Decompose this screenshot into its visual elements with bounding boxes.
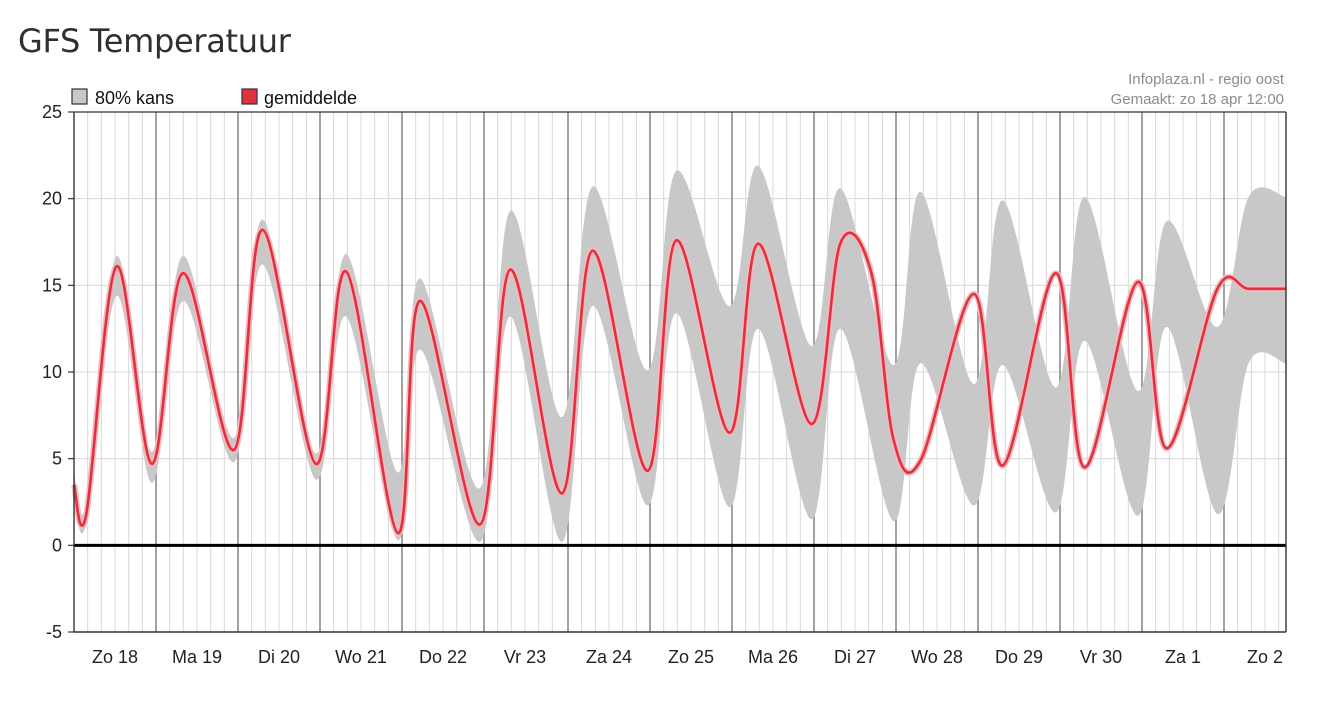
- x-tick-labels: Zo 18 Ma 19 Di 20 Wo 21 Do 22 Vr 23 Za 24 Zo 25…: [92, 647, 1283, 667]
- y-tick-label: 20: [42, 189, 62, 209]
- legend-mean-label: gemiddelde: [264, 88, 357, 108]
- legend-band-label: 80% kans: [95, 88, 174, 108]
- credit: Infoplaza.nl - regio oost Gemaakt: zo 18…: [1111, 71, 1285, 108]
- x-tick-label: Di 27: [834, 647, 876, 667]
- x-tick-label: Di 20: [258, 647, 300, 667]
- x-tick-label: Za 1: [1165, 647, 1201, 667]
- x-tick-label: Vr 30: [1080, 647, 1122, 667]
- legend-mean-swatch: [241, 88, 258, 105]
- y-tick-labels: -5 0 5 10 15 20 25: [42, 102, 62, 642]
- y-tick-label: -5: [46, 622, 62, 642]
- x-tick-label: Za 24: [586, 647, 632, 667]
- credit-made: Gemaakt: zo 18 apr 12:00: [1111, 91, 1284, 108]
- x-tick-label: Wo 28: [911, 647, 963, 667]
- x-tick-label: Wo 21: [335, 647, 387, 667]
- page-title: GFS Temperatuur: [18, 22, 291, 60]
- legend-band-swatch: [71, 88, 88, 105]
- y-tick-label: 5: [52, 449, 62, 469]
- x-tick-label: Zo 18: [92, 647, 138, 667]
- x-tick-label: Ma 19: [172, 647, 222, 667]
- y-tick-label: 25: [42, 102, 62, 122]
- mean-line: [72, 228, 1286, 535]
- x-tick-label: Do 29: [995, 647, 1043, 667]
- axes: [68, 111, 1287, 633]
- y-tick-label: 15: [42, 275, 62, 295]
- legend: 80% kans gemiddelde: [71, 88, 357, 108]
- y-tick-label: 10: [42, 362, 62, 382]
- x-tick-label: Vr 23: [504, 647, 546, 667]
- credit-source: Infoplaza.nl - regio oost: [1128, 71, 1285, 88]
- x-tick-label: Zo 25: [668, 647, 714, 667]
- x-tick-label: Do 22: [419, 647, 467, 667]
- x-tick-label: Ma 26: [748, 647, 798, 667]
- x-tick-label: Zo 2: [1247, 647, 1283, 667]
- y-tick-label: 0: [52, 535, 62, 555]
